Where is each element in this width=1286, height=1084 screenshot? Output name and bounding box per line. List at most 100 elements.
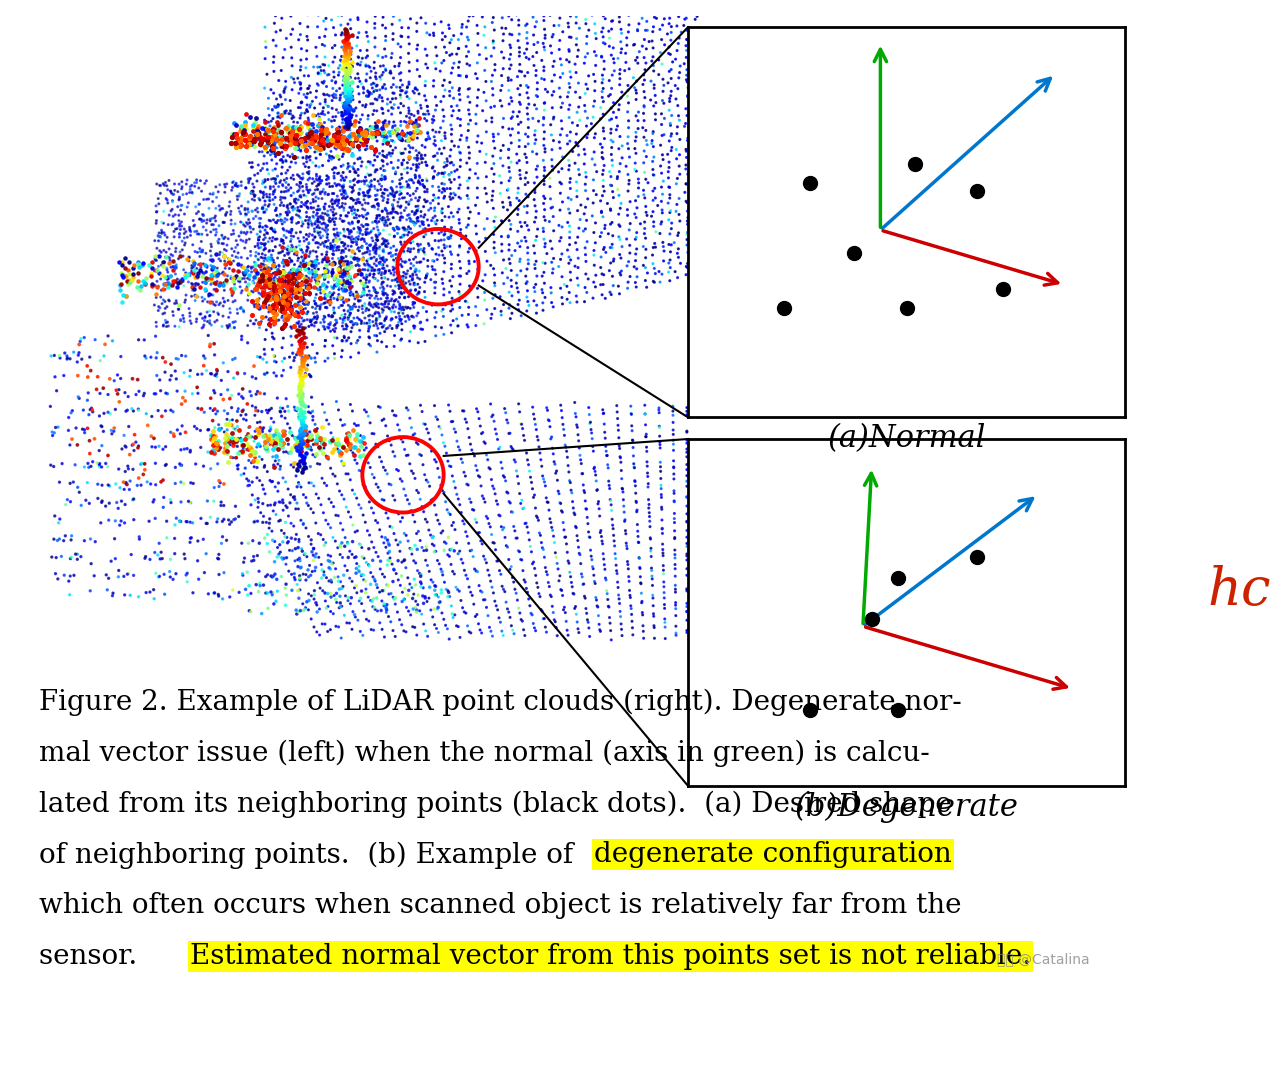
Point <box>186 222 207 240</box>
Point <box>249 577 270 594</box>
Point <box>404 118 424 136</box>
Point <box>341 589 361 606</box>
Point <box>127 254 148 271</box>
Point <box>210 474 230 491</box>
Point <box>300 438 320 455</box>
Point <box>274 136 294 153</box>
Point <box>161 551 181 568</box>
Point <box>294 398 315 415</box>
Point <box>279 244 300 261</box>
Point <box>163 185 184 203</box>
Point <box>207 311 228 328</box>
Point <box>460 493 481 511</box>
Point <box>396 623 417 641</box>
Point <box>77 454 98 472</box>
Point <box>291 175 311 192</box>
Point <box>251 504 271 521</box>
Point <box>527 88 548 105</box>
Point <box>625 192 646 209</box>
Point <box>408 158 428 176</box>
Point <box>388 276 409 294</box>
Point <box>185 243 206 260</box>
Point <box>195 263 216 281</box>
Point <box>361 85 382 102</box>
Point <box>270 436 291 453</box>
Point <box>264 259 284 276</box>
Point <box>296 194 316 211</box>
Point <box>684 41 705 59</box>
Point <box>186 274 207 292</box>
Point <box>288 294 309 311</box>
Point <box>432 426 453 443</box>
Point <box>340 115 360 132</box>
Point <box>381 128 401 145</box>
Point <box>511 611 531 629</box>
Point <box>283 70 303 88</box>
Point <box>602 511 622 528</box>
Point <box>292 447 312 464</box>
Point <box>534 124 554 141</box>
Point <box>109 254 130 271</box>
Point <box>273 263 293 281</box>
Point <box>289 261 310 279</box>
Point <box>340 216 360 233</box>
Point <box>373 136 394 153</box>
Point <box>274 253 294 270</box>
Point <box>367 589 387 606</box>
Point <box>201 426 221 443</box>
Point <box>279 254 300 271</box>
Point <box>657 25 678 42</box>
Point <box>350 537 370 554</box>
Point <box>55 527 76 544</box>
Point <box>576 605 597 622</box>
Point <box>300 284 320 301</box>
Point <box>544 534 565 552</box>
Point <box>264 347 284 364</box>
Point <box>590 276 611 294</box>
Point <box>271 165 292 182</box>
Point <box>481 113 502 130</box>
Point <box>289 308 310 325</box>
Point <box>547 472 567 489</box>
Point <box>566 234 586 251</box>
Point <box>337 271 358 288</box>
Point <box>291 558 311 576</box>
Point <box>408 121 428 139</box>
Point <box>190 509 211 527</box>
Point <box>468 169 489 186</box>
Point <box>186 378 207 396</box>
Point <box>310 125 331 142</box>
Point <box>302 266 323 283</box>
Point <box>658 194 679 211</box>
Point <box>165 295 185 312</box>
Point <box>424 543 445 560</box>
Point <box>372 566 392 583</box>
Point <box>359 308 379 325</box>
Point <box>266 37 287 54</box>
Point <box>451 307 472 324</box>
Point <box>601 125 621 142</box>
Point <box>248 435 269 452</box>
Point <box>620 586 640 604</box>
Point <box>403 309 423 326</box>
Point <box>219 512 239 529</box>
Point <box>684 108 705 126</box>
Point <box>397 117 418 134</box>
Point <box>253 340 274 358</box>
Point <box>365 601 386 618</box>
Point <box>355 173 376 191</box>
Point <box>381 93 401 111</box>
Point <box>291 338 311 356</box>
Point <box>248 231 269 248</box>
Point <box>676 72 697 89</box>
Point <box>397 569 418 586</box>
Point <box>320 284 341 301</box>
Point <box>678 100 698 117</box>
Point <box>285 540 306 557</box>
Point <box>291 99 311 116</box>
Point <box>487 430 508 448</box>
Point <box>499 211 520 229</box>
Point <box>396 83 417 101</box>
Point <box>575 483 595 501</box>
Point <box>274 197 294 215</box>
